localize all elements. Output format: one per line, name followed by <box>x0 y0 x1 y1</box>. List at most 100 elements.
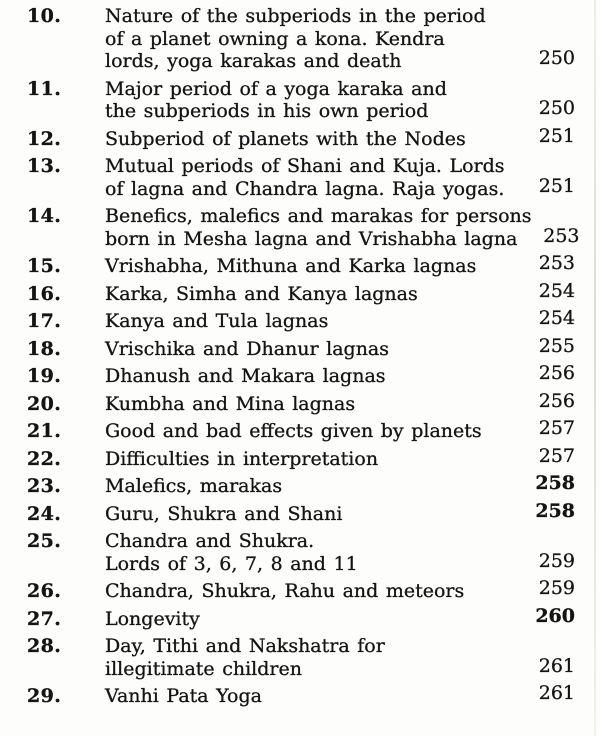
entry-title: Chandra, Shukra, Rahu and meteors <box>105 580 527 603</box>
entry-page-number: 258 <box>535 472 575 494</box>
entry-title-line: the subperiods in his own period <box>105 100 429 122</box>
entry-page-number: 253 <box>538 252 576 274</box>
entry-title: Dhanush and Makara lagnas <box>105 365 527 388</box>
toc-entry: 12. Subperiod of planets with the Nodes … <box>27 124 576 151</box>
entry-title-line: Nature of the subperiods in the period <box>105 5 486 27</box>
toc-entry: 18. Vrischika and Dhanur lagnas 255 <box>27 334 576 361</box>
toc-entry: 14. Benefics, malefics and marakas for p… <box>27 205 580 250</box>
entry-title-line: of lagna and Chandra lagna. Raja yogas. <box>105 177 505 200</box>
toc-entry: 23. Malefics, marakas 258 <box>27 472 575 498</box>
toc-entry: 17. Kanya and Tula lagnas 254 <box>27 307 576 333</box>
entry-title: Kanya and Tula lagnas <box>105 310 527 333</box>
entry-page-number: 256 <box>538 362 576 384</box>
entry-number: 24. <box>27 502 62 525</box>
entry-number: 21. <box>27 420 62 442</box>
entry-title-line: Benefics, malefics and marakas for perso… <box>105 205 532 227</box>
entry-title: Difficulties in interpretation <box>105 447 527 471</box>
toc-entry: 21. Good and bad effects given by planet… <box>27 417 576 443</box>
entry-title: Subperiod of planets with the Nodes <box>105 127 527 151</box>
entry-number: 17. <box>27 310 62 332</box>
entry-page-number: 251 <box>538 174 576 197</box>
entry-page-number: 254 <box>538 307 576 329</box>
toc-entry: 22. Difficulties in interpretation 257 <box>27 444 576 471</box>
entry-page-number: 251 <box>538 124 576 147</box>
entry-page-number: 255 <box>538 334 576 357</box>
entry-page-number: 253 <box>543 224 580 247</box>
entry-title-line: lords, yoga karakas and death <box>105 50 402 72</box>
toc-entry: 16. Karka, Simha and Kanya lagnas 254 <box>27 279 576 306</box>
entry-title-line: Kanya and Tula lagnas <box>105 310 329 332</box>
entry-title-line: Mutual periods of Shani and Kuja. Lords <box>105 155 505 177</box>
toc-entry: 19. Dhanush and Makara lagnas 256 <box>27 362 576 388</box>
entry-number: 12. <box>27 127 62 150</box>
entry-title: Benefics, malefics and marakas for perso… <box>105 205 532 250</box>
entry-title-line: Vrischika and Dhanur lagnas <box>105 337 390 360</box>
entry-title-line: Dhanush and Makara lagnas <box>105 365 386 387</box>
entry-number: 22. <box>27 447 62 470</box>
entry-title: Guru, Shukra and Shani <box>105 502 527 526</box>
entry-number: 23. <box>27 475 62 497</box>
entry-title-line: Malefics, marakas <box>105 475 283 497</box>
entry-number: 10. <box>27 5 62 27</box>
toc-entry: 13. Mutual periods of Shani and Kuja. Lo… <box>27 155 575 200</box>
entry-number: 28. <box>27 635 62 657</box>
entry-title: Chandra and Shukra. Lords of 3, 6, 7, 8 a… <box>105 530 527 575</box>
entry-number: 15. <box>27 255 62 277</box>
entry-number: 19. <box>27 365 62 387</box>
entry-title: Day, Tithi and Nakshatra for illegitimate… <box>105 635 527 680</box>
entry-number: 13. <box>27 155 62 177</box>
toc-entry: 26. Chandra, Shukra, Rahu and meteors 25… <box>27 577 576 603</box>
entry-number: 25. <box>27 530 62 552</box>
entry-title-line: Difficulties in interpretation <box>105 447 379 470</box>
entry-title: Vrishabha, Mithuna and Karka lagnas <box>105 255 527 278</box>
toc-entry: 24. Guru, Shukra and Shani 258 <box>27 499 575 526</box>
entry-title: Good and bad effects given by planets <box>105 420 527 443</box>
entry-title: Mutual periods of Shani and Kuja. Lords o… <box>105 155 527 200</box>
toc-entry: 20. Kumbha and Mina lagnas 256 <box>27 389 575 416</box>
entry-title-line: born in Mesha lagna and Vrishabha lagna <box>105 227 518 250</box>
entry-title-line: of a planet owning a kona. Kendra <box>105 27 445 50</box>
entry-title: Vanhi Pata Yoga <box>105 685 527 708</box>
entry-title-line: illegitimate children <box>105 657 302 680</box>
entry-title-line: Guru, Shukra and Shani <box>105 502 343 525</box>
entry-page-number: 257 <box>538 444 576 467</box>
entry-title-line: Day, Tithi and Nakshatra for <box>105 635 385 657</box>
entry-page-number: 260 <box>535 604 575 627</box>
entry-title-line: Major period of a yoga karaka and <box>105 77 447 100</box>
entry-title-line: Chandra, Shukra, Rahu and meteors <box>105 580 465 602</box>
entry-title-line: Vanhi Pata Yoga <box>105 685 262 707</box>
entry-page-number: 254 <box>538 279 576 302</box>
entry-title: Malefics, marakas <box>105 475 527 498</box>
entry-number: 11. <box>27 77 62 100</box>
entry-title: Karka, Simha and Kanya lagnas <box>105 282 527 306</box>
toc-entry: 25. Chandra and Shukra. Lords of 3, 6, 7,… <box>27 530 575 575</box>
entry-page-number: 258 <box>535 499 575 522</box>
toc-entry: 29. Vanhi Pata Yoga 261 <box>27 682 575 708</box>
entry-title-line: Lords of 3, 6, 7, 8 and 11 <box>105 552 358 575</box>
entry-page-number: 261 <box>538 654 576 677</box>
toc-entry: 15. Vrishabha, Mithuna and Karka lagnas … <box>27 252 576 278</box>
entry-number: 29. <box>27 685 62 707</box>
toc-entry: 11. Major period of a yoga karaka and the… <box>27 77 576 123</box>
entry-number: 26. <box>27 580 62 602</box>
entry-page-number: 259 <box>538 577 576 599</box>
entry-title-line: Good and bad effects given by planets <box>105 420 482 442</box>
entry-title: Kumbha and Mina lagnas <box>105 392 527 416</box>
entry-number: 14. <box>27 205 62 227</box>
entry-title: Vrischika and Dhanur lagnas <box>105 337 527 361</box>
entry-number: 20. <box>27 392 62 415</box>
entry-title: Nature of the subperiods in the period of… <box>105 5 527 73</box>
entry-number: 16. <box>27 282 62 305</box>
entry-page-number: 250 <box>538 47 576 69</box>
toc-entry: 10. Nature of the subperiods in the peri… <box>27 5 575 73</box>
entry-number: 27. <box>27 607 62 630</box>
toc-entry: 27. Longevity 260 <box>27 604 575 631</box>
entry-page-number: 259 <box>538 549 576 572</box>
entry-title: Longevity <box>105 607 527 631</box>
entry-number: 18. <box>27 337 62 360</box>
entry-title-line: Subperiod of planets with the Nodes <box>105 127 466 150</box>
entry-page-number: 257 <box>538 417 576 439</box>
entry-page-number: 250 <box>538 97 576 119</box>
entry-title: Major period of a yoga karaka and the sub… <box>105 77 527 123</box>
